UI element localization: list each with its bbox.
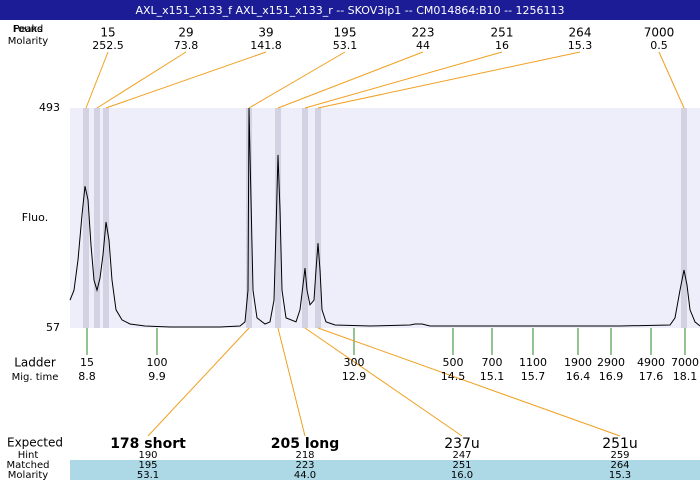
peak-size: 15 [100, 26, 115, 40]
ladder-size: 500 [443, 356, 464, 369]
mig-time: 16.4 [566, 370, 591, 383]
peak-size: 39 [258, 26, 273, 40]
mig-time: 18.1 [673, 370, 698, 383]
peak-size: 251 [491, 26, 514, 40]
ladder-size: 4900 [637, 356, 665, 369]
peak-band [246, 108, 252, 328]
plot-area [70, 108, 700, 328]
connector [147, 327, 250, 437]
peak-molarity: 16 [495, 39, 509, 52]
connector [277, 51, 424, 109]
connector [304, 327, 463, 437]
peak-band [275, 108, 281, 328]
matched-value: 264 [610, 460, 629, 471]
matched-value: 251 [452, 460, 471, 471]
peak-size: 264 [569, 26, 592, 40]
hint-value: 247 [452, 450, 471, 461]
ladder-size: 2900 [597, 356, 625, 369]
connector [105, 51, 267, 109]
ladder-size: 700 [482, 356, 503, 369]
ladder-size: 7000 [671, 356, 699, 369]
matched-molarity-label: Molarity [8, 470, 48, 480]
peak-molarity: 73.8 [174, 39, 199, 52]
mig-time: 15.1 [480, 370, 505, 383]
matched-value: 223 [295, 460, 314, 471]
matched-molarity: 15.3 [609, 470, 631, 480]
ladder-label: Ladder [14, 356, 56, 370]
connector [248, 51, 346, 109]
mig-time: 16.9 [599, 370, 624, 383]
peak-band [302, 108, 308, 328]
y-axis-label: Fluo. [22, 211, 48, 224]
mig-time-label: Mig. time [12, 372, 59, 383]
y-ticks: 57 493 [39, 101, 60, 334]
connector [304, 51, 503, 109]
mig-time: 9.9 [148, 370, 166, 383]
connector [317, 51, 581, 109]
found-label: Found [13, 24, 44, 35]
title: AXL_x151_x133_f AXL_x151_x133_r -- SKOV3… [135, 4, 564, 17]
ladder-size: 300 [344, 356, 365, 369]
ladder-ticks [86, 328, 686, 355]
ladder-size: 1100 [519, 356, 547, 369]
peak-molarity: 15.3 [568, 39, 593, 52]
matched-molarity: 16.0 [451, 470, 473, 480]
peak-molarity: 141.8 [250, 39, 282, 52]
connector [658, 51, 685, 109]
mig-time: 8.8 [78, 370, 96, 383]
peak-molarity: 252.5 [92, 39, 124, 52]
connector [317, 327, 621, 437]
ladder-size: 15 [80, 356, 94, 369]
matched-label: Matched [6, 460, 49, 471]
peak-bands [83, 108, 687, 328]
hint-value: 259 [610, 450, 629, 461]
mig-time: 14.5 [441, 370, 466, 383]
hint-value: 190 [138, 450, 157, 461]
matched-molarity: 53.1 [137, 470, 159, 480]
ladder-size: 1900 [564, 356, 592, 369]
hint-label: Hint [18, 450, 39, 461]
peak-band [681, 108, 687, 328]
top-connectors [85, 51, 685, 109]
peaks-label: Peaks [14, 24, 43, 35]
hint-value: 218 [295, 450, 314, 461]
peak-band [315, 108, 321, 328]
peak-molarity: 44 [416, 39, 430, 52]
peak-molarity: 53.1 [333, 39, 358, 52]
peak-band [103, 108, 109, 328]
connector [85, 51, 109, 109]
title-bar [0, 0, 700, 20]
matched-background [70, 460, 700, 480]
peak-molarity: 0.5 [650, 39, 668, 52]
peak-size: 195 [334, 26, 357, 40]
molarity-label: Molarity [8, 36, 48, 47]
expected-name: 251u [602, 436, 638, 452]
expected-name: 237u [444, 436, 480, 452]
expected-label: Expected [7, 436, 63, 450]
peak-size: 223 [412, 26, 435, 40]
ladder-size: 100 [147, 356, 168, 369]
y-tick-label: 493 [39, 101, 60, 114]
matched-value: 195 [138, 460, 157, 471]
mig-time: 12.9 [342, 370, 367, 383]
mig-time: 15.7 [521, 370, 546, 383]
peak-size: 7000 [644, 26, 675, 40]
fluorescence-trace [69, 107, 700, 328]
mig-time: 17.6 [639, 370, 664, 383]
expected-name: 205 long [271, 436, 340, 452]
expected-name: 178 short [110, 436, 186, 452]
connector [96, 51, 187, 109]
peak-size: 29 [178, 26, 193, 40]
peak-band [94, 108, 100, 328]
peak-band [83, 108, 89, 328]
connector [277, 327, 306, 437]
matched-molarity: 44.0 [294, 470, 316, 480]
bottom-connectors [147, 327, 621, 437]
y-tick-label: 57 [46, 321, 60, 334]
